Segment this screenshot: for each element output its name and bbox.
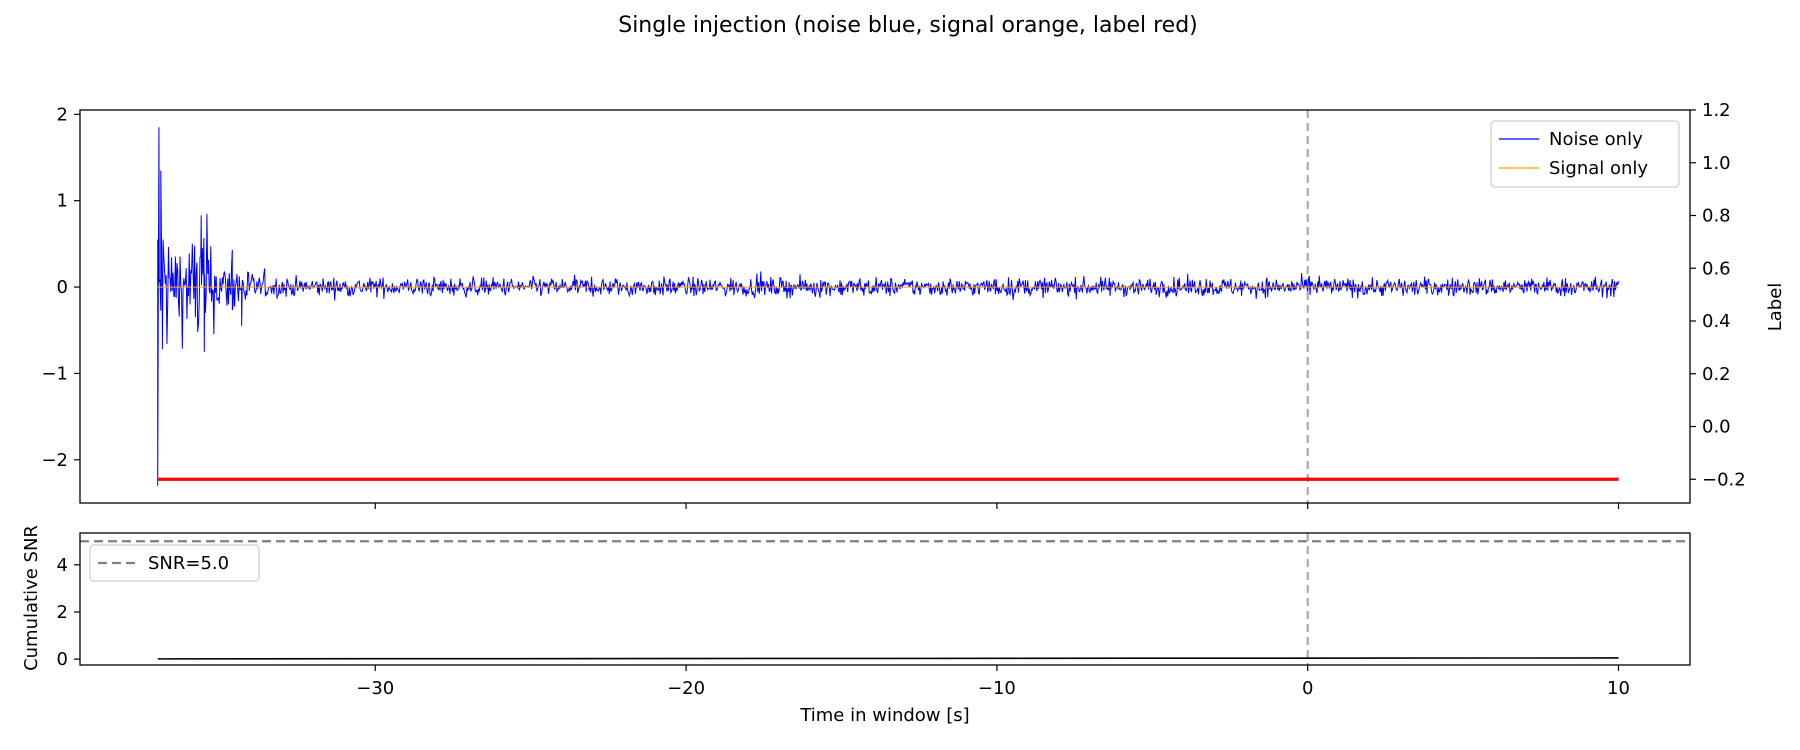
- bottom-axes-frame: [79, 532, 1691, 666]
- bottom-x-tick-label: −30: [356, 678, 394, 699]
- top-y-tick-label: 0: [57, 277, 68, 298]
- top-y2-tick-label: 1.0: [1702, 153, 1731, 174]
- y-axis-label: Cumulative SNR: [21, 525, 42, 671]
- top-plot-area: [157, 110, 1620, 503]
- top-legend: Noise only Signal only: [1490, 120, 1680, 188]
- figure-title: Single injection (noise blue, signal ora…: [618, 13, 1198, 38]
- bottom-y-tick-label: 4: [57, 555, 68, 576]
- top-y2-tick-label: 0.2: [1702, 364, 1731, 385]
- top-legend-label: Signal only: [1549, 158, 1648, 179]
- bottom-tick-group: 0 2 4 −30 −20 −10 0 10: [57, 555, 1630, 699]
- top-y2-tick-label: 0.6: [1702, 258, 1731, 279]
- top-y-tick-label: 1: [57, 191, 68, 212]
- top-tick-group: −2 −1 0 1 2 −0.2 0.0 0.2 0.4 0.6 0.8 1.0 1.2: [41, 100, 1746, 509]
- top-y2-tick-label: 0.4: [1702, 311, 1731, 332]
- bottom-x-tick-label: 10: [1607, 678, 1630, 699]
- top-panel: −2 −1 0 1 2 −0.2 0.0 0.2 0.4 0.6 0.8 1.0 1.2 Label N…: [41, 100, 1786, 509]
- bottom-plot-area: [80, 533, 1690, 665]
- bottom-x-tick-label: 0: [1302, 678, 1313, 699]
- bottom-legend-box: [89, 544, 260, 582]
- bottom-legend-label: SNR=5.0: [148, 553, 229, 574]
- top-y2-tick-label: 1.2: [1702, 100, 1731, 121]
- cumulative-snr-line: [157, 657, 1619, 660]
- top-legend-box: [1490, 120, 1680, 188]
- bottom-legend: SNR=5.0: [89, 544, 260, 582]
- bottom-x-tick-label: −10: [978, 678, 1016, 699]
- x-axis-label: Time in window [s]: [799, 705, 969, 726]
- y2-axis-label: Label: [1765, 283, 1786, 332]
- top-y-tick-label: −1: [41, 363, 68, 384]
- top-y2-tick-label: 0.0: [1702, 417, 1731, 438]
- top-axes-frame: [79, 109, 1691, 504]
- bottom-y-tick-label: 2: [57, 602, 68, 623]
- noise-series-line: [157, 127, 1620, 486]
- bottom-panel: 0 2 4 −30 −20 −10 0 10 Time in window [s] Cumul…: [21, 525, 1691, 726]
- top-y2-tick-label: 0.8: [1702, 206, 1731, 227]
- top-y2-tick-label: −0.2: [1702, 469, 1746, 490]
- top-y-tick-label: 2: [57, 104, 68, 125]
- bottom-x-tick-label: −20: [667, 678, 705, 699]
- bottom-y-tick-label: 0: [57, 649, 68, 670]
- top-legend-label: Noise only: [1549, 129, 1643, 150]
- top-y-tick-label: −2: [41, 450, 68, 471]
